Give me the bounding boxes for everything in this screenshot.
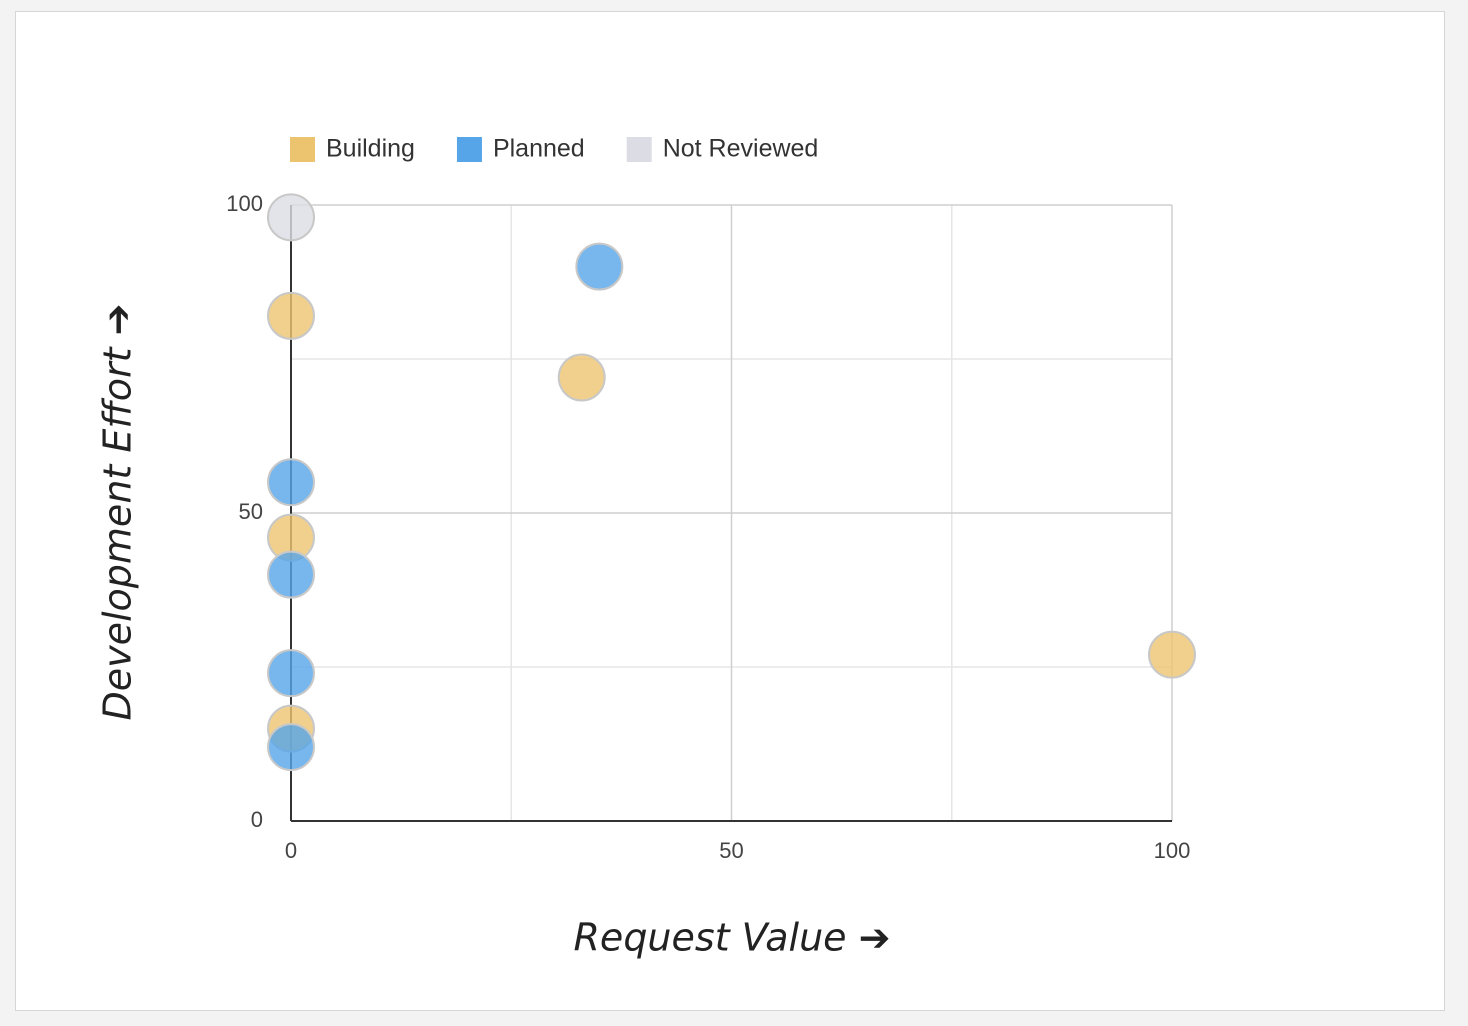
y-tick-label: 100 (226, 191, 263, 216)
bubble (575, 242, 624, 291)
legend-label: Planned (493, 135, 585, 163)
bubble (267, 291, 315, 340)
x-axis-title: Request Value ➔ (574, 916, 891, 960)
x-tick-label: 100 (1154, 838, 1191, 863)
legend-swatch (290, 137, 315, 162)
bubble (267, 458, 315, 507)
x-tick-label: 50 (719, 838, 743, 863)
y-axis-title: Development Effort ➔ (96, 303, 140, 720)
x-tick-label: 0 (285, 838, 297, 863)
bubble (267, 649, 315, 698)
legend-swatch (456, 137, 482, 162)
legend-label: Building (326, 135, 415, 163)
legend-swatch (626, 137, 652, 162)
y-tick-label: 0 (251, 807, 263, 832)
legend-label: Not Reviewed (663, 135, 819, 163)
bubble (267, 193, 315, 242)
bubble (267, 550, 315, 599)
y-tick-label: 50 (239, 499, 263, 524)
bubble (557, 353, 606, 402)
card (15, 11, 1445, 1011)
bubble (267, 723, 315, 772)
bubble (1148, 630, 1196, 679)
